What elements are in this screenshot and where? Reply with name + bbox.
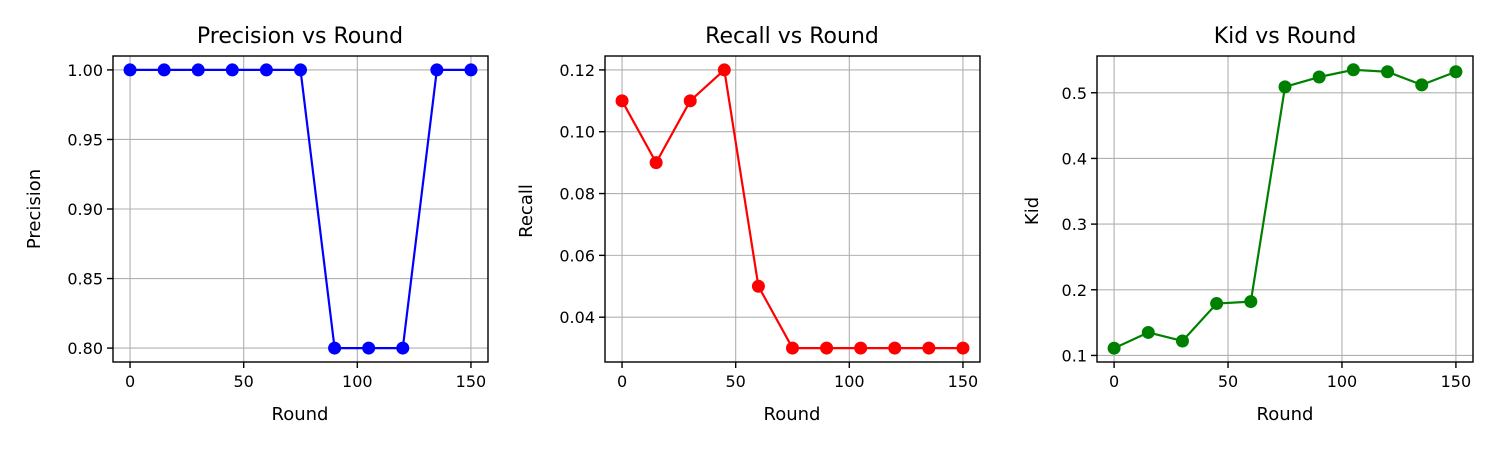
y-tick-label: 0.85	[67, 270, 103, 289]
y-axis-label-kid: Kid	[1022, 197, 1043, 225]
y-tick-label: 1.00	[67, 61, 103, 80]
data-point	[820, 341, 834, 355]
y-tick-label: 0.2	[1062, 281, 1087, 300]
data-point	[191, 63, 205, 77]
y-tick-label: 0.1	[1062, 346, 1087, 365]
data-point	[854, 341, 868, 355]
y-tick-label: 0.08	[559, 185, 595, 204]
data-point	[123, 63, 137, 77]
x-tick-label: 0	[1109, 372, 1119, 391]
y-tick-label: 0.4	[1062, 149, 1087, 168]
y-axis-label-recall: Recall	[516, 184, 537, 238]
data-point	[464, 63, 478, 77]
ticks-recall: 0 50 100 150 0.04 0.06 0.08 0.10 0.12	[559, 61, 978, 391]
x-tick-label: 150	[456, 372, 487, 391]
data-point	[956, 341, 970, 355]
data-point	[922, 341, 936, 355]
data-point	[649, 156, 663, 170]
data-point	[1346, 63, 1360, 77]
axes-frame-recall	[604, 55, 981, 363]
y-axis-label-precision: Precision	[24, 169, 45, 249]
x-tick-label: 100	[1327, 372, 1358, 391]
data-point	[294, 63, 307, 77]
data-point	[1312, 70, 1326, 84]
x-axis-label-precision: Round	[272, 404, 329, 425]
ticks-kid: 0 50 100 150 0.1 0.2 0.3 0.4 0.5	[1062, 84, 1472, 391]
y-tick-label: 0.90	[67, 200, 103, 219]
chart-title-kid: Kid vs Round	[1214, 24, 1357, 49]
ticks-precision: 0 50 100 150 0.80 0.85 0.90 0.95 1.00	[67, 61, 486, 391]
data-point	[430, 63, 444, 77]
x-tick-label: 50	[1218, 372, 1238, 391]
x-tick-label: 150	[948, 372, 979, 391]
data-point	[615, 94, 629, 108]
x-axis-label-kid: Round	[1257, 404, 1314, 425]
subplot-recall: 0 50 100 150 0.04 0.06 0.08 0.10 0.12 Recall vs …	[516, 24, 981, 425]
data-point	[1244, 295, 1258, 309]
data-point	[1141, 325, 1155, 339]
data-point	[157, 63, 171, 77]
data-point	[1415, 78, 1429, 92]
x-tick-label: 0	[125, 372, 135, 391]
data-point	[717, 63, 731, 77]
y-tick-label: 0.3	[1062, 215, 1087, 234]
grid-recall	[605, 56, 980, 362]
y-tick-label: 0.80	[67, 339, 103, 358]
x-tick-label: 50	[726, 372, 746, 391]
axes-frame-kid	[1096, 55, 1474, 363]
data-point	[1107, 341, 1121, 355]
y-tick-label: 0.5	[1062, 84, 1087, 103]
data-point	[786, 341, 799, 355]
data-point	[1210, 297, 1224, 311]
data-point	[683, 94, 697, 108]
data-point	[225, 63, 239, 77]
data-point	[1449, 65, 1463, 79]
chart-title-precision: Precision vs Round	[197, 24, 403, 49]
y-tick-label: 0.95	[67, 130, 103, 149]
series-kid	[1107, 63, 1463, 355]
x-tick-label: 150	[1441, 372, 1472, 391]
series-precision	[123, 63, 478, 355]
subplot-precision: 0 50 100 150 0.80 0.85 0.90 0.95 1.00 Precision …	[24, 24, 489, 425]
y-tick-label: 0.06	[559, 246, 595, 265]
y-tick-label: 0.12	[559, 61, 595, 80]
data-point	[259, 63, 273, 77]
data-point	[396, 341, 410, 355]
subplot-kid: 0 50 100 150 0.1 0.2 0.3 0.4 0.5 Kid vs Round Ro…	[1022, 24, 1474, 425]
y-tick-label: 0.04	[559, 308, 595, 327]
data-point	[751, 279, 765, 293]
x-tick-label: 100	[342, 372, 373, 391]
series-recall	[615, 63, 970, 355]
chart-title-recall: Recall vs Round	[705, 24, 879, 49]
y-tick-label: 0.10	[559, 123, 595, 142]
x-tick-label: 50	[234, 372, 254, 391]
data-point	[362, 341, 376, 355]
data-point	[328, 341, 342, 355]
data-point	[1278, 80, 1292, 94]
x-tick-label: 100	[834, 372, 865, 391]
data-point	[1175, 334, 1189, 348]
x-axis-label-recall: Round	[764, 404, 821, 425]
x-tick-label: 0	[617, 372, 627, 391]
data-point	[1381, 65, 1395, 79]
data-point	[888, 341, 902, 355]
